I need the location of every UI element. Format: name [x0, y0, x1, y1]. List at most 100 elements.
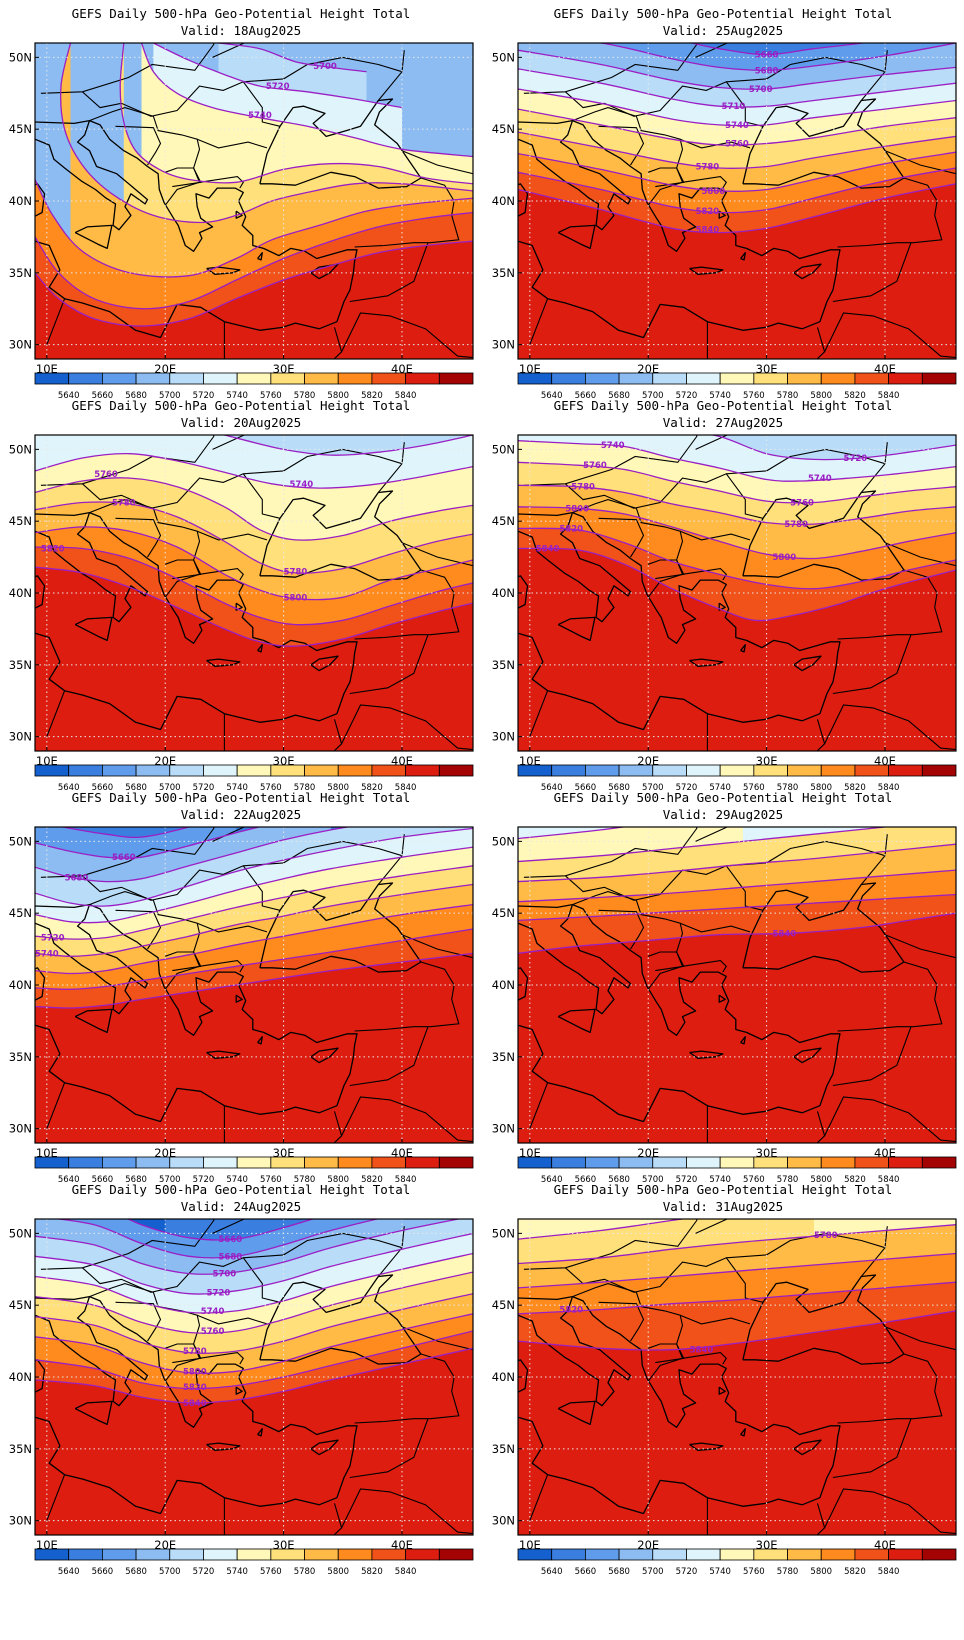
y-tick-label: 30N [492, 730, 515, 744]
height-map: 5760 5780 5740 5780 5800 5820 10E 20E 30E 40E 50N 4… [9, 434, 474, 768]
country-border [354, 177, 460, 248]
colorbar-swatch [921, 1548, 957, 1561]
colorbar-label: 5840 [395, 1567, 417, 1577]
contour-label: 5800 [565, 504, 589, 514]
x-tick-label: 20E [637, 362, 659, 376]
colorbar-swatch [753, 372, 788, 385]
colorbar-swatch [787, 372, 822, 385]
colorbar-swatch [854, 764, 890, 777]
colorbar-label: 5780 [777, 1175, 799, 1185]
colorbar-swatch [34, 372, 70, 385]
y-tick-label: 50N [492, 442, 515, 456]
y-tick-label: 45N [9, 122, 32, 136]
coastline [958, 1277, 964, 1356]
colorbar-swatch [517, 1156, 553, 1169]
country-border [349, 242, 429, 303]
country-border [565, 1257, 764, 1303]
panel-valid-date: Valid: 31Aug2025 [662, 1199, 784, 1214]
x-tick-label: 20E [637, 1538, 659, 1552]
coastline [518, 1359, 529, 1393]
country-border [199, 176, 244, 189]
x-tick-label: 30E [273, 1538, 295, 1552]
contour-line [518, 88, 956, 127]
x-tick-label: 10E [519, 1538, 541, 1552]
y-tick-label: 40N [9, 194, 32, 208]
country-border [832, 634, 912, 695]
panel-valid-date: Valid: 18Aug2025 [180, 23, 302, 38]
colorbar-swatch [820, 1156, 856, 1169]
colorbar-swatch [169, 1156, 204, 1169]
contour-line [35, 827, 352, 883]
contour-line [60, 43, 473, 224]
coastline [718, 602, 726, 611]
colorbar-swatch [854, 1548, 890, 1561]
colorbar-swatch [270, 764, 305, 777]
colorbar-swatch [652, 1548, 687, 1561]
country-border [199, 960, 244, 973]
coastline [206, 1442, 241, 1451]
coastline [557, 224, 596, 250]
coastline [35, 903, 358, 1123]
map-panel: GEFS Daily 500-hPa Geo-Potential Height … [482, 0, 964, 410]
contour-line [518, 151, 956, 192]
country-border [115, 909, 162, 950]
coastline [35, 575, 46, 609]
colorbar-label: 5720 [193, 1567, 215, 1577]
coastline [958, 493, 964, 572]
colorbar-swatch [270, 1156, 305, 1169]
contour-line [35, 211, 473, 310]
contour-line [518, 440, 956, 482]
map-panel: GEFS Daily 500-hPa Geo-Potential Height … [482, 1176, 964, 1586]
country-border [598, 125, 645, 166]
colorbar-label: 5740 [709, 1175, 731, 1185]
coastline [518, 1295, 841, 1515]
country-border [816, 1503, 826, 1535]
colorbar-swatch [169, 372, 204, 385]
contour-line [35, 1347, 473, 1404]
colorbar-label: 5640 [541, 391, 563, 401]
colorbar-swatch [888, 1548, 923, 1561]
country-border [46, 1082, 66, 1129]
contour-label: 5700 [749, 85, 773, 95]
contour-label: 5710 [722, 102, 746, 112]
coastline [257, 644, 263, 653]
country-border [824, 704, 956, 751]
country-border [647, 167, 684, 206]
colorbar-swatch [304, 764, 339, 777]
contour-line [35, 1293, 473, 1354]
contour-label: 5720 [207, 1288, 231, 1298]
coastline [74, 1400, 113, 1426]
colorbar: 5640 5660 5680 5700 5720 5740 5760 5780 5800 5820… [517, 764, 957, 793]
contour-label: 5780 [284, 567, 308, 577]
colorbar-swatch [101, 1548, 137, 1561]
country-border [647, 559, 684, 598]
height-map: 5700 5720 5740 10E 20E 30E 40E 50N 45N 40N 35N 30N [9, 42, 474, 376]
country-border [832, 1026, 912, 1087]
country-border [401, 150, 473, 175]
contour-line [35, 1232, 473, 1295]
country-border [695, 43, 729, 58]
colorbar-swatch [337, 1156, 373, 1169]
country-border [333, 327, 343, 359]
colorbar-swatch [618, 372, 654, 385]
colorbar-swatch [921, 1156, 957, 1169]
map-panel: GEFS Daily 500-hPa Geo-Potential Height … [482, 784, 964, 1194]
colorbar-swatch [270, 372, 305, 385]
country-border [824, 312, 956, 359]
colorbar-label: 5780 [294, 391, 316, 401]
y-tick-label: 50N [492, 50, 515, 64]
colorbar-label: 5800 [810, 1567, 832, 1577]
y-tick-label: 30N [492, 1122, 515, 1136]
colorbar-swatch [68, 1548, 103, 1561]
coastline [793, 1047, 822, 1064]
colorbar-swatch [34, 1548, 70, 1561]
y-tick-label: 35N [492, 658, 515, 672]
coastline [235, 210, 243, 219]
contour-line [119, 43, 473, 185]
country-border [354, 1353, 460, 1424]
country-border [82, 865, 281, 911]
colorbar-swatch [236, 764, 272, 777]
country-border [529, 1082, 549, 1129]
x-tick-label: 10E [36, 1538, 58, 1552]
y-tick-label: 45N [492, 514, 515, 528]
